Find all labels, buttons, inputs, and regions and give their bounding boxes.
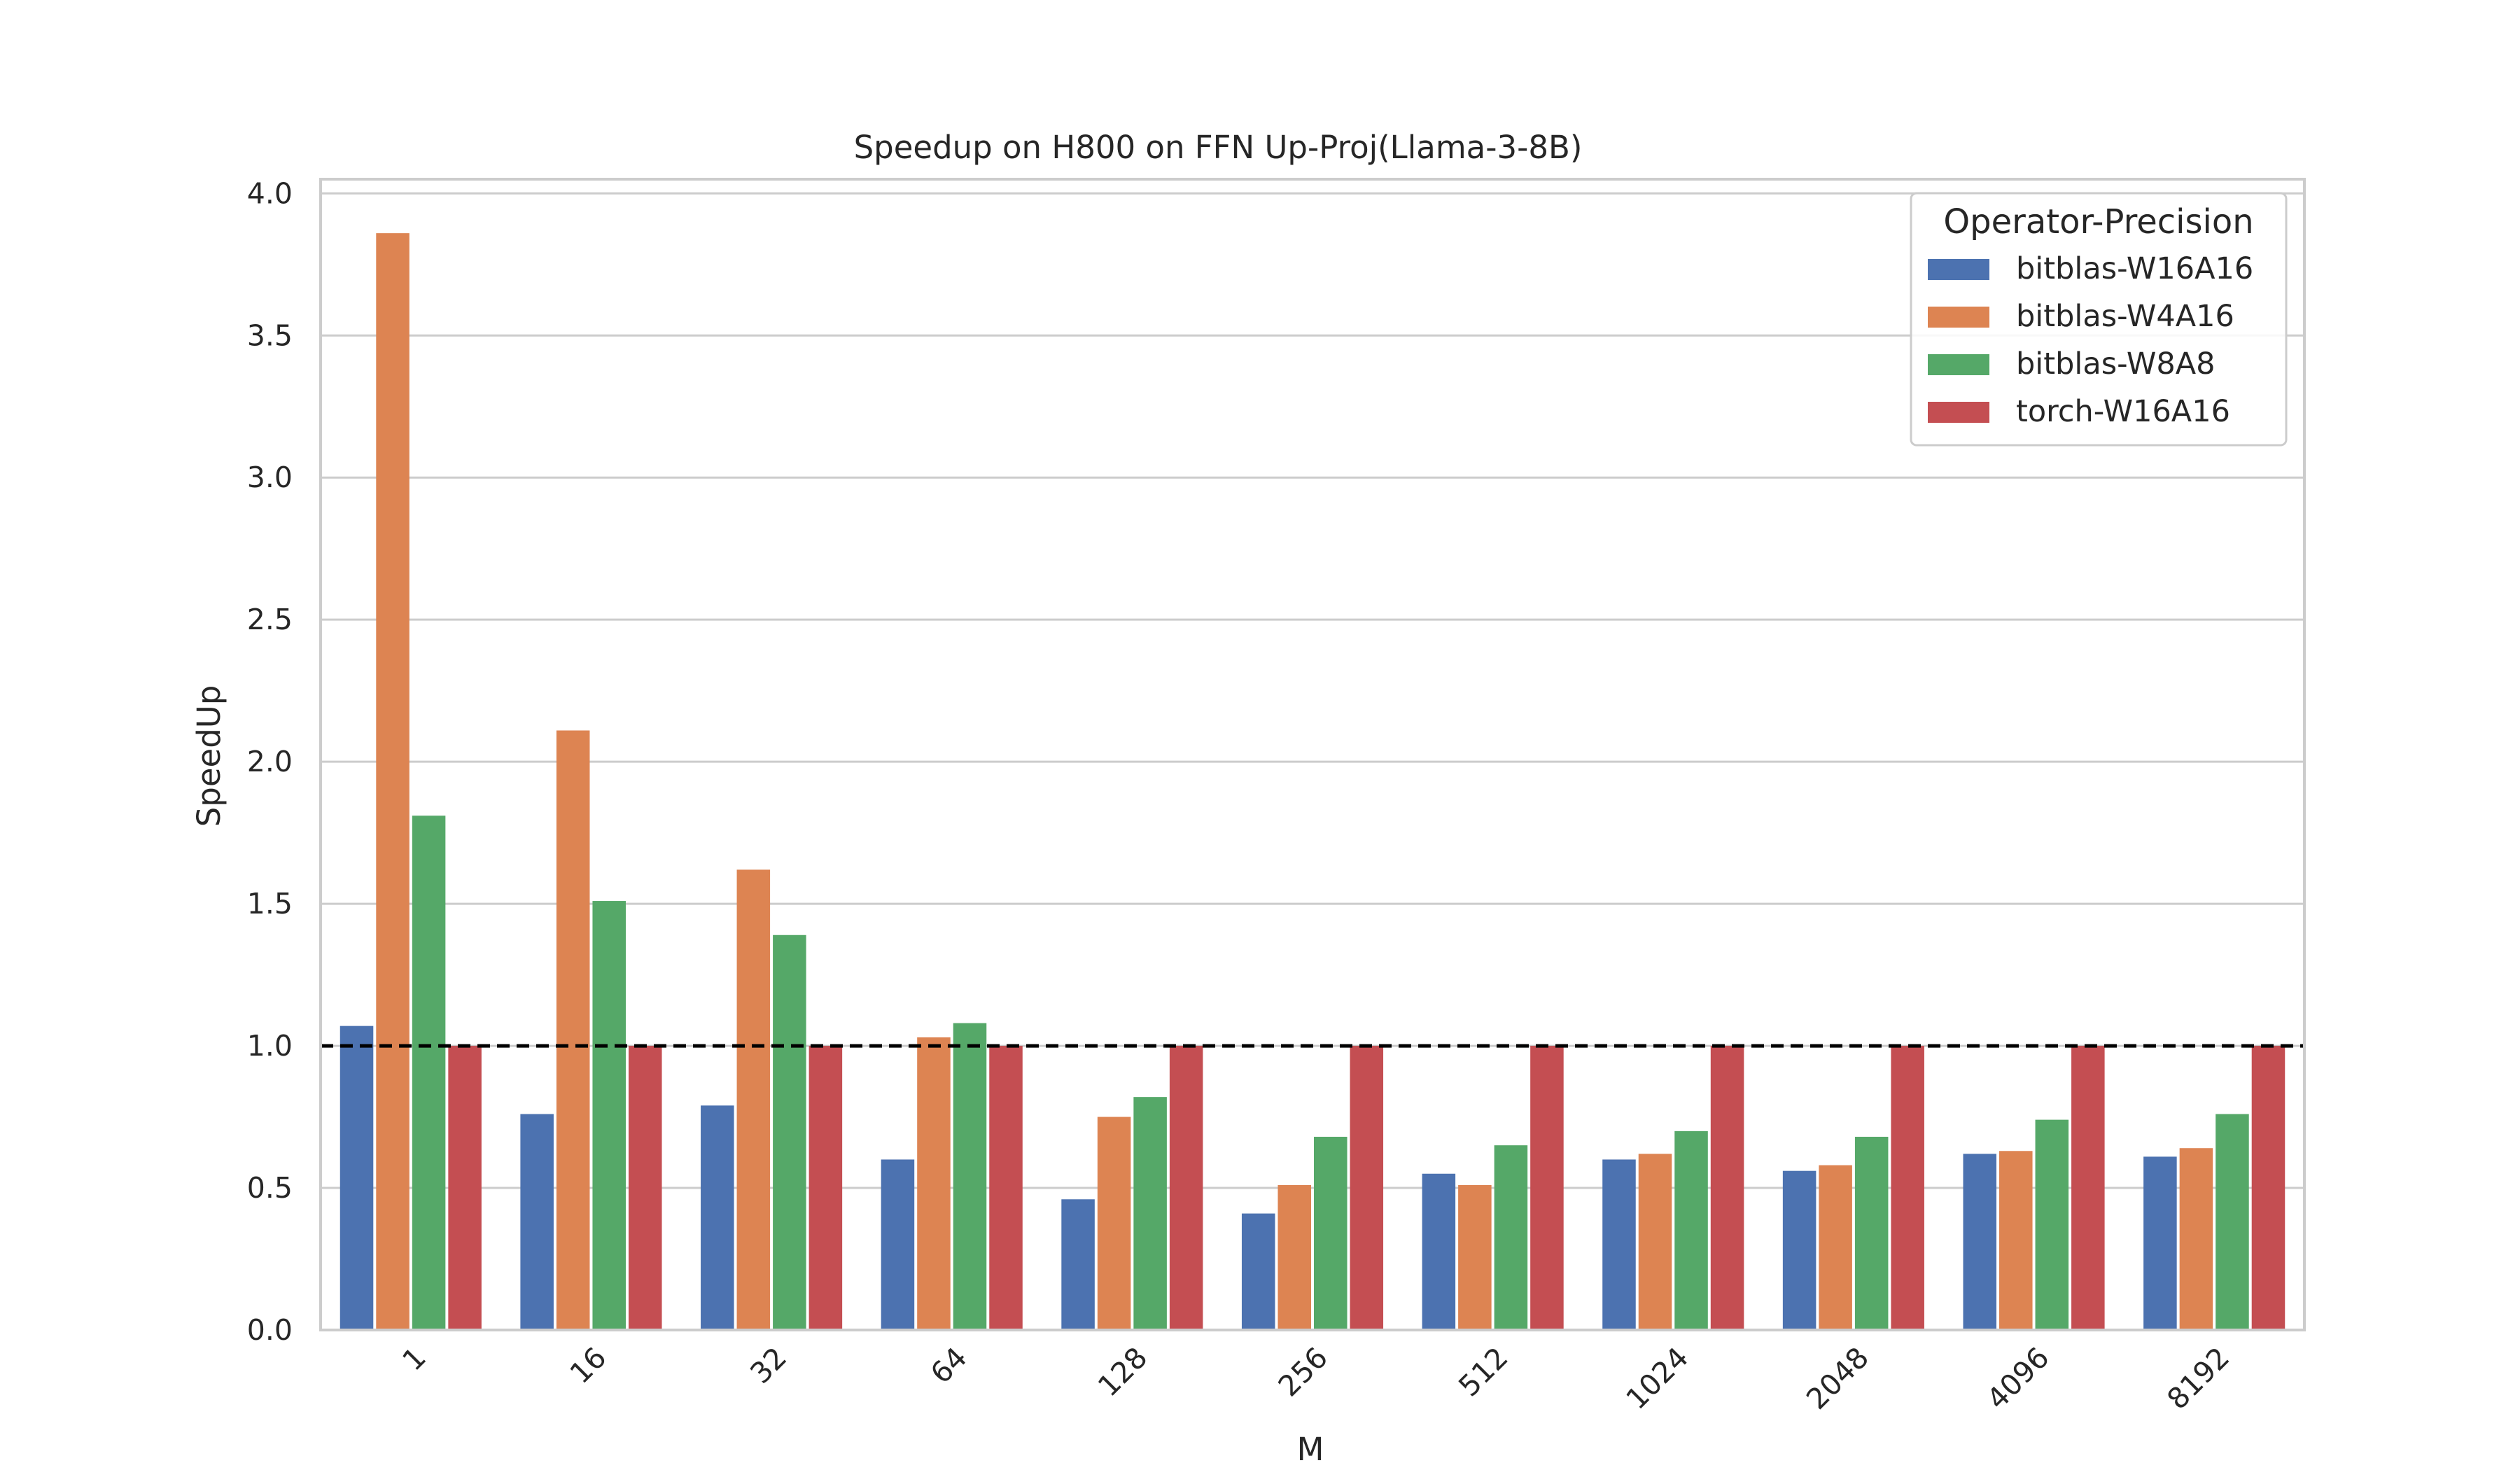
legend-swatch <box>1928 259 1989 280</box>
bar <box>1169 1046 1203 1330</box>
bar <box>1458 1184 1492 1330</box>
bar <box>1638 1154 1672 1330</box>
bar <box>1819 1165 1852 1330</box>
legend-title: Operator-Precision <box>1943 202 2253 241</box>
bar <box>1674 1130 1708 1330</box>
bar <box>881 1159 915 1330</box>
bar <box>1854 1136 1889 1330</box>
y-tick-label: 4.0 <box>247 176 293 210</box>
bar <box>808 1046 843 1330</box>
bar <box>953 1023 987 1330</box>
legend-swatch <box>1928 307 1989 328</box>
bars <box>340 233 2286 1330</box>
bar <box>1494 1145 1528 1330</box>
y-tick-label: 1.0 <box>247 1029 293 1063</box>
x-tick-label: 2048 <box>1800 1340 1875 1416</box>
x-tick-label: 64 <box>924 1340 974 1390</box>
legend-swatch <box>1928 354 1989 375</box>
legend-entry: bitblas-W4A16 <box>2016 299 2234 334</box>
y-axis-label: SpeedUp <box>190 685 227 827</box>
bar <box>2179 1148 2213 1330</box>
x-tick-labels: 1 16 32 64 128 256 512 1024 2048 4096 8192 <box>396 1340 2236 1416</box>
y-tick-label: 2.0 <box>247 745 293 778</box>
bar <box>1061 1199 1095 1330</box>
bar <box>412 816 446 1330</box>
y-tick-label: 2.5 <box>247 603 293 636</box>
bar <box>1278 1184 1311 1330</box>
bar <box>1314 1136 1348 1330</box>
x-tick-label: 128 <box>1091 1340 1154 1403</box>
bar <box>917 1037 951 1330</box>
x-tick-label: 16 <box>564 1340 613 1390</box>
legend-entry: bitblas-W16A16 <box>2016 251 2253 286</box>
x-tick-label: 32 <box>743 1340 793 1390</box>
bar <box>2071 1046 2105 1330</box>
bar <box>736 869 771 1330</box>
x-axis-label: M <box>1297 1431 1324 1468</box>
bar <box>1963 1154 1997 1330</box>
bar <box>1241 1213 1275 1330</box>
bar <box>556 730 590 1330</box>
x-tick-label: 1024 <box>1620 1340 1695 1416</box>
bar <box>628 1046 662 1330</box>
bar <box>2143 1156 2177 1330</box>
x-tick-label: 8192 <box>2161 1340 2236 1416</box>
legend-swatch <box>1928 402 1989 423</box>
x-tick-label: 512 <box>1452 1340 1514 1403</box>
bar <box>2035 1119 2069 1330</box>
bar <box>1602 1159 1636 1330</box>
bar <box>1350 1046 1384 1330</box>
bar <box>1710 1046 1744 1330</box>
x-tick-label: 4096 <box>1980 1340 2056 1416</box>
bar <box>701 1105 734 1330</box>
y-tick-label: 3.0 <box>247 461 293 494</box>
x-tick-label: 1 <box>396 1340 432 1377</box>
x-tick-label: 256 <box>1272 1340 1334 1403</box>
bar <box>1891 1046 1924 1330</box>
bar <box>2216 1114 2249 1330</box>
y-tick-label: 0.0 <box>247 1313 293 1347</box>
plot-frame <box>319 178 2306 1331</box>
bar <box>448 1046 482 1330</box>
bar <box>1422 1173 1456 1330</box>
bar <box>773 934 806 1330</box>
bar <box>1782 1170 1816 1330</box>
bar <box>1999 1151 2033 1330</box>
chart-title: Speedup on H800 on FFN Up-Proj(Llama-3-8… <box>854 129 1583 166</box>
bar <box>989 1046 1023 1330</box>
y-tick-label: 3.5 <box>247 318 293 352</box>
bar <box>1133 1097 1167 1330</box>
legend-entry: bitblas-W8A8 <box>2016 346 2216 382</box>
legend-entry: torch-W16A16 <box>2016 394 2230 429</box>
legend: Operator-Precision bitblas-W16A16 bitblas… <box>1910 192 2288 447</box>
bar <box>1097 1116 1131 1330</box>
y-tick-label: 0.5 <box>247 1171 293 1205</box>
y-tick-label: 1.5 <box>247 887 293 920</box>
bar <box>376 233 410 1330</box>
legend-box <box>1910 192 2288 447</box>
bar <box>592 901 626 1330</box>
bar <box>1530 1046 1564 1330</box>
bar <box>520 1114 554 1330</box>
y-tick-labels: 0.0 0.5 1.0 1.5 2.0 2.5 3.0 3.5 4.0 <box>247 176 293 1347</box>
bar <box>340 1026 374 1330</box>
bar <box>2251 1046 2286 1330</box>
